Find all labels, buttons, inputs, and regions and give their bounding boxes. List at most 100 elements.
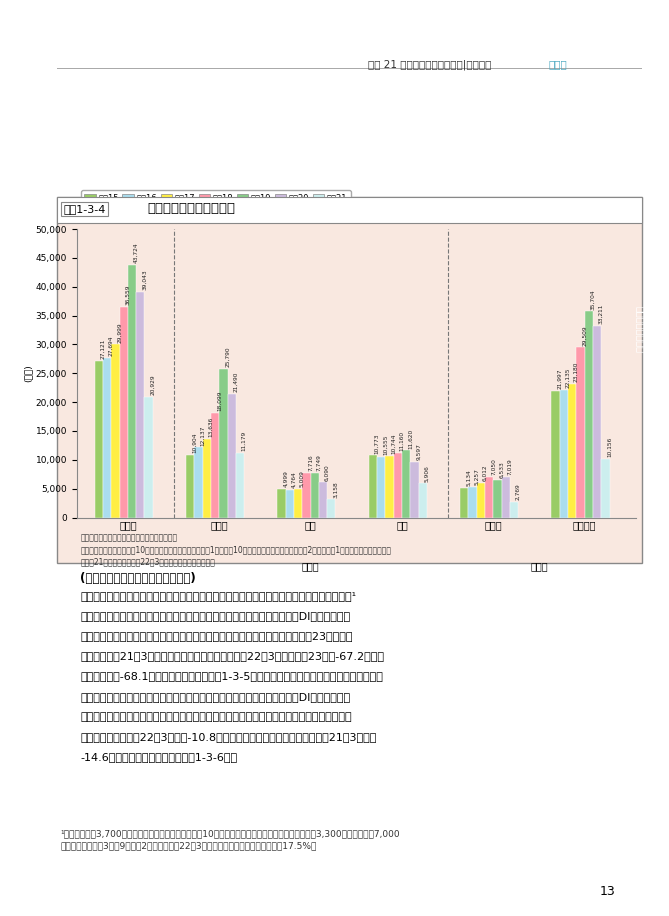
Bar	[219, 369, 227, 518]
Text: 図表1-3-4: 図表1-3-4	[64, 204, 106, 213]
Bar	[485, 477, 493, 518]
Bar	[601, 459, 609, 518]
Text: -14.6ポイントから改善した（図表1-3-6）。: -14.6ポイントから改善した（図表1-3-6）。	[80, 752, 237, 762]
Text: 平成21年度の数値は平成22年3月調査における実績見込。: 平成21年度の数値は平成22年3月調査における実績見込。	[80, 557, 215, 566]
Text: 7,716: 7,716	[308, 454, 313, 471]
Bar	[477, 483, 485, 518]
Text: 2,769: 2,769	[516, 483, 520, 500]
Text: 7,019: 7,019	[507, 459, 512, 475]
Bar	[585, 311, 593, 518]
Text: 11,620: 11,620	[407, 429, 413, 449]
Bar	[369, 455, 377, 518]
Text: 6,012: 6,012	[482, 464, 488, 481]
Bar	[560, 390, 568, 518]
Bar	[319, 483, 327, 518]
Text: 13: 13	[599, 885, 615, 898]
Text: いたもの）は，平成22年3月期は-10.8ポイントとなり，大幅に下落した平成21年3月期の: いたもの）は，平成22年3月期は-10.8ポイントとなり，大幅に下落した平成21…	[80, 732, 377, 742]
Bar	[327, 499, 335, 518]
Bar	[468, 487, 477, 518]
Text: 29,509: 29,509	[582, 325, 587, 345]
Text: 社を対象として，3月と9月の年2回実施。平成22年3月に実施した調査では有効回答率17.5%。: 社を対象として，3月と9月の年2回実施。平成22年3月に実施した調査では有効回答…	[60, 841, 316, 850]
Text: 18,099: 18,099	[217, 391, 221, 411]
Bar	[419, 484, 427, 518]
Text: した企業の割合から不活発と回答した企業の割合を差し引いたもの）は，東京23区，大阪: した企業の割合から不活発と回答した企業の割合を差し引いたもの）は，東京23区，大…	[80, 631, 353, 641]
Text: 10,156: 10,156	[607, 437, 612, 457]
Bar	[211, 413, 219, 518]
Text: 9,597: 9,597	[416, 443, 421, 461]
Text: 20,929: 20,929	[151, 375, 155, 395]
Text: 21,490: 21,490	[233, 371, 238, 392]
Text: 6,090: 6,090	[324, 463, 330, 481]
Text: 3,158: 3,158	[333, 481, 338, 497]
Text: 22,135: 22,135	[565, 367, 571, 388]
Text: 土地に関する動向: 土地に関する動向	[636, 306, 646, 354]
Bar	[294, 488, 302, 518]
Bar	[576, 347, 585, 518]
Text: 11,179: 11,179	[242, 431, 247, 452]
Bar	[310, 473, 319, 518]
Text: 39,043: 39,043	[142, 270, 147, 290]
Text: (企業の土地取引状況に関する意識): (企業の土地取引状況に関する意識)	[80, 572, 196, 585]
Text: 29,999: 29,999	[117, 322, 122, 343]
Text: 第１章: 第１章	[549, 60, 567, 70]
Bar	[103, 358, 111, 518]
Text: 27,121: 27,121	[100, 339, 106, 359]
Bar	[393, 453, 402, 518]
Bar	[136, 292, 145, 518]
Bar	[120, 307, 128, 518]
Text: 7,749: 7,749	[316, 454, 321, 471]
Bar	[402, 451, 410, 518]
Bar	[278, 489, 286, 518]
Text: 5,009: 5,009	[300, 470, 305, 487]
Bar	[510, 502, 518, 518]
Bar	[302, 473, 310, 518]
Legend: 平成15, 平成16, 平成17, 平成18, 平成19, 平成20, 平成21: 平成15, 平成16, 平成17, 平成18, 平成19, 平成20, 平成21	[81, 190, 351, 205]
Text: 5,906: 5,906	[424, 465, 429, 482]
Bar	[203, 439, 211, 518]
Text: 10,773: 10,773	[375, 433, 379, 453]
Bar	[502, 477, 510, 518]
Text: 規模別: 規模別	[302, 561, 319, 571]
Bar	[94, 361, 103, 518]
Bar	[194, 448, 203, 518]
Text: 27,694: 27,694	[109, 335, 114, 356]
Text: 企業の土地取引に関する意識について，国土交通省が実施している「土地取引動向調査」¹: 企業の土地取引に関する意識について，国土交通省が実施している「土地取引動向調査」…	[80, 591, 357, 601]
Text: 府ともに平成21年3月以降若干の改善がみられ，平成22年3月期で東京23区が-67.2ポイン: 府ともに平成21年3月以降若干の改善がみられ，平成22年3月期で東京23区が-6…	[80, 651, 384, 661]
Text: 注：「大規模」とは資本金10億円以上，「中堅」とは資本金1億円以上10億円未満，「中小」とは資本金2千万円以上1億円未満の企業を指す。: 注：「大規模」とは資本金10億円以上，「中堅」とは資本金1億円以上10億円未満，…	[80, 545, 391, 554]
Text: 23,180: 23,180	[574, 362, 579, 382]
Bar	[111, 344, 120, 518]
Text: 11,160: 11,160	[399, 431, 405, 452]
Y-axis label: (億円): (億円)	[24, 365, 33, 382]
Text: 13,636: 13,636	[209, 417, 213, 437]
Text: ト，大阪府が-68.1ポイントとなった（図表1-3-5）。また，企業の土地取引に対する意欲につ: ト，大阪府が-68.1ポイントとなった（図表1-3-5）。また，企業の土地取引に…	[80, 671, 383, 682]
Bar	[186, 454, 194, 518]
Bar	[145, 397, 153, 518]
Text: 平成 21 年度の地価・土地取引|等の動向: 平成 21 年度の地価・土地取引|等の動向	[368, 60, 491, 70]
Bar	[460, 488, 468, 518]
Text: 12,137: 12,137	[200, 425, 205, 446]
Bar	[235, 453, 244, 518]
Text: 業種別: 業種別	[530, 561, 548, 571]
Text: 4,764: 4,764	[292, 472, 296, 488]
Text: 36,559: 36,559	[125, 284, 130, 305]
Text: 6,533: 6,533	[499, 462, 504, 478]
Bar	[568, 384, 576, 518]
Text: 25,790: 25,790	[225, 346, 230, 367]
Bar	[551, 390, 560, 518]
Text: 35,704: 35,704	[591, 289, 595, 310]
Text: 7,050: 7,050	[491, 458, 496, 475]
Bar	[128, 266, 136, 518]
Text: 21,997: 21,997	[557, 368, 562, 389]
Bar	[593, 326, 601, 518]
Bar	[286, 490, 294, 518]
Text: をみてみると，現在の本社所在地の土地取引の状況に対する判断に関するDI（活発と回答: をみてみると，現在の本社所在地の土地取引の状況に対する判断に関するDI（活発と回…	[80, 611, 351, 621]
Text: 10,555: 10,555	[383, 434, 388, 455]
Bar	[385, 455, 393, 518]
Text: 意向があると回答した企業の割合から土地の売却意向があると回答した企業の割合を差し引: 意向があると回答した企業の割合から土地の売却意向があると回答した企業の割合を差し…	[80, 712, 352, 722]
Text: 資料：日本銀行「全国企業短期経済観測調査」: 資料：日本銀行「全国企業短期経済観測調査」	[80, 533, 177, 542]
Bar	[377, 457, 385, 518]
Text: 5,134: 5,134	[466, 469, 471, 486]
Text: 33,211: 33,211	[599, 304, 603, 324]
Text: 企業の土地投賄額の推移: 企業の土地投賄額の推移	[147, 202, 235, 215]
Text: 10,904: 10,904	[192, 432, 197, 453]
